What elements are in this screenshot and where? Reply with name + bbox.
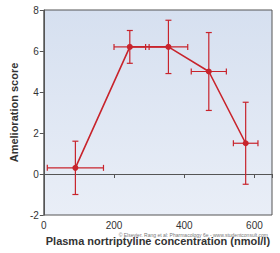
svg-text:6: 6 [33,46,39,57]
svg-text:8: 8 [33,5,39,16]
svg-text:-2: -2 [30,210,39,221]
svg-text:Plasma nortriptyline concentra: Plasma nortriptyline concentration (nmol… [46,235,271,247]
svg-text:400: 400 [176,220,193,231]
svg-text:Amelioration score: Amelioration score [8,63,20,163]
svg-text:0: 0 [41,220,47,231]
svg-text:2: 2 [33,128,39,139]
svg-text:0: 0 [33,169,39,180]
svg-text:4: 4 [33,87,39,98]
svg-text:600: 600 [246,220,263,231]
svg-text:200: 200 [106,220,123,231]
